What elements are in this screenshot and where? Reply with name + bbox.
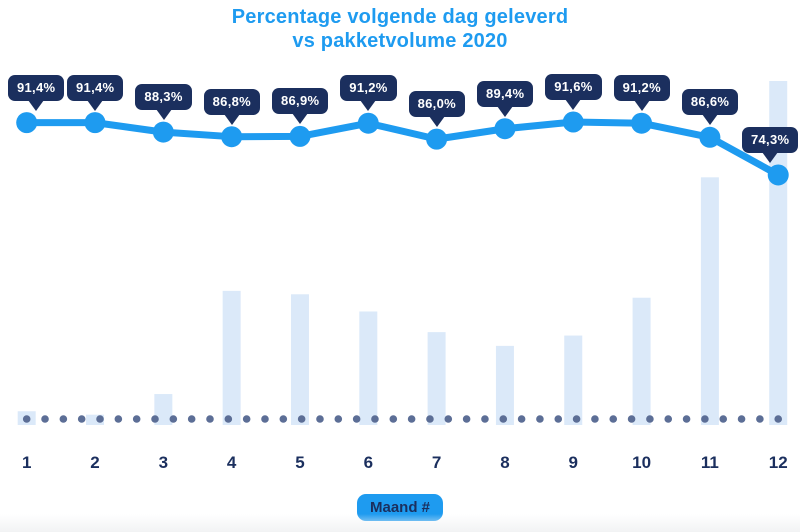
x-axis-label-month-4: 4 — [226, 453, 237, 472]
x-axis-label-month-12: 12 — [768, 453, 788, 472]
baseline-dot — [756, 415, 764, 423]
baseline-dot — [334, 415, 343, 423]
chart-title-line2: vs pakketvolume 2020 — [292, 30, 508, 52]
baseline-dot — [22, 415, 31, 423]
baseline-dot — [719, 415, 728, 423]
volume-bar-month-9[interactable] — [564, 335, 583, 425]
baseline-dot — [316, 415, 324, 423]
volume-bar-month-4[interactable] — [222, 290, 241, 425]
baseline-dot — [187, 415, 196, 423]
baseline-dot — [206, 415, 214, 423]
volume-bar-month-2[interactable] — [86, 414, 105, 425]
line-marker-month-7[interactable] — [426, 128, 448, 150]
x-axis-label-month-3: 3 — [158, 453, 169, 472]
data-label-badge-month-5: 86,9% — [271, 88, 329, 115]
x-axis-label-month-9: 9 — [568, 453, 578, 472]
data-label-badge-month-10: 91,2% — [613, 75, 670, 102]
data-label-badge-month-12: 74,3% — [742, 126, 799, 153]
line-marker-month-10[interactable] — [631, 112, 653, 134]
baseline-dot — [389, 415, 398, 423]
baseline-dot — [41, 415, 49, 423]
bottom-fade-decoration — [0, 514, 800, 532]
line-marker-month-8[interactable] — [494, 118, 516, 140]
line-marker-month-1[interactable] — [16, 112, 38, 134]
line-marker-month-5[interactable] — [289, 125, 311, 147]
baseline-dot — [169, 415, 178, 423]
baseline-dot — [627, 415, 636, 423]
data-label-badge-month-2: 91,4% — [67, 74, 124, 101]
baseline-dot — [242, 415, 251, 423]
baseline-dot — [114, 415, 123, 423]
baseline-dot — [609, 415, 618, 423]
x-axis-label-month-8: 8 — [500, 453, 510, 472]
baseline-dot — [59, 415, 68, 423]
baseline-dot — [664, 415, 673, 423]
volume-bar-month-7[interactable] — [427, 332, 446, 425]
data-label-badge-month-1: 91,4% — [8, 74, 65, 101]
baseline-dot — [737, 415, 746, 423]
baseline-dot — [352, 415, 361, 423]
x-axis-label-month-6: 6 — [363, 453, 374, 472]
volume-bar-month-8[interactable] — [495, 345, 514, 425]
data-label-badge-month-4: 86,8% — [203, 88, 261, 115]
volume-bar-month-5[interactable] — [290, 294, 309, 425]
volume-bar-month-11[interactable] — [700, 177, 719, 425]
data-label-badge-month-11: 86,6% — [681, 89, 739, 116]
chart-title: Percentage volgende dag geleverd vs pakk… — [0, 5, 800, 53]
line-marker-month-11[interactable] — [699, 126, 721, 148]
baseline-dot — [371, 415, 379, 423]
data-label-badge-month-6: 91,2% — [340, 75, 397, 102]
baseline-dot — [261, 415, 269, 423]
baseline-dot — [572, 415, 581, 423]
baseline-dot — [444, 415, 453, 423]
baseline-dot — [224, 415, 233, 423]
chart-title-line1: Percentage volgende dag geleverd — [231, 6, 569, 28]
volume-bar-month-3[interactable] — [154, 394, 173, 425]
baseline-dot — [536, 415, 544, 423]
x-axis-label-month-11: 11 — [700, 453, 719, 472]
line-marker-month-6[interactable] — [357, 112, 379, 134]
baseline-dot — [297, 415, 306, 423]
baseline-dot — [701, 415, 709, 423]
baseline-dot — [517, 415, 526, 423]
baseline-dot — [591, 415, 599, 423]
baseline-dot — [77, 415, 86, 423]
line-marker-month-3[interactable] — [152, 121, 174, 143]
volume-bar-month-6[interactable] — [359, 311, 378, 425]
line-marker-month-12[interactable] — [767, 164, 789, 186]
baseline-dot — [279, 415, 288, 423]
data-label-badge-month-9: 91,6% — [545, 74, 602, 100]
x-axis-label-month-1: 1 — [21, 453, 32, 472]
baseline-dot — [499, 415, 508, 423]
x-axis-label-month-2: 2 — [90, 453, 100, 472]
baseline-dot — [481, 415, 489, 423]
baseline-dot — [407, 415, 416, 423]
data-label-badge-month-3: 88,3% — [135, 84, 192, 111]
data-label-badge-month-8: 89,4% — [476, 80, 534, 107]
x-axis-label-month-5: 5 — [295, 453, 305, 472]
line-marker-month-9[interactable] — [562, 111, 584, 133]
percentage-line — [23, 118, 782, 179]
line-marker-month-2[interactable] — [84, 112, 106, 134]
baseline-dot — [774, 415, 783, 423]
volume-bar-month-10[interactable] — [632, 297, 651, 425]
x-axis-label-month-7: 7 — [431, 453, 442, 472]
baseline-dot — [646, 415, 654, 423]
baseline-dot — [426, 415, 434, 423]
baseline-dot — [96, 415, 104, 423]
baseline-dot — [682, 415, 691, 423]
baseline-dot — [132, 415, 141, 423]
baseline-dot — [151, 415, 159, 423]
line-marker-month-4[interactable] — [221, 126, 243, 148]
data-label-badge-month-7: 86,0% — [408, 91, 465, 118]
baseline-dot — [554, 415, 563, 423]
baseline-dot — [462, 415, 471, 423]
x-axis-label-month-10: 10 — [632, 453, 652, 472]
